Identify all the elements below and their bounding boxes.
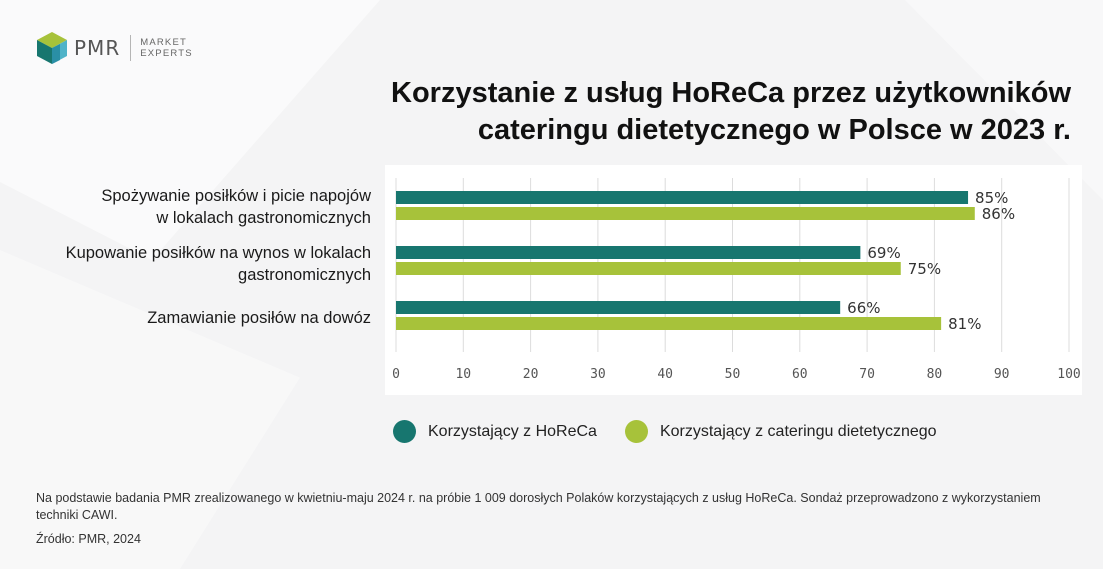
- legend-item-catering: Korzystający z cateringu dietetycznego: [624, 420, 937, 443]
- source-note: Źródło: PMR, 2024: [36, 532, 141, 546]
- bar-catering: [396, 262, 901, 275]
- x-tick-label: 50: [725, 367, 741, 382]
- category-label-line: gastronomicznych: [238, 266, 371, 284]
- category-label: Spożywanie posiłków i picie napojów w lok…: [1, 185, 371, 229]
- logo-divider: [130, 35, 132, 61]
- logo-wordmark: PMR: [74, 36, 121, 60]
- legend-label-catering: Korzystający z cateringu dietetycznego: [659, 422, 937, 440]
- logo-tagline-line2: EXPERTS: [140, 48, 193, 59]
- x-tick-label: 90: [994, 367, 1010, 382]
- category-label: Zamawianie posiłów na dowóz: [1, 307, 371, 329]
- category-label-line: w lokalach gastronomicznych: [156, 209, 371, 227]
- x-tick-label: 20: [523, 367, 539, 382]
- methodology-note: Na podstawie badania PMR zrealizowanego …: [36, 491, 1041, 522]
- bar-catering: [396, 207, 975, 220]
- bar-horeca: [396, 301, 841, 314]
- legend-label-horeca: Korzystający z HoReCa: [428, 422, 597, 440]
- x-tick-label: 10: [455, 367, 471, 382]
- legend: Korzystający z HoReCa Korzystający z cat…: [393, 420, 965, 443]
- bar-catering: [396, 317, 942, 330]
- data-label-horeca: 85%: [975, 189, 1008, 207]
- legend-swatch-horeca: [393, 420, 416, 443]
- x-tick-label: 100: [1057, 367, 1080, 382]
- data-label-horeca: 69%: [867, 244, 900, 262]
- logo-tagline: MARKET EXPERTS: [140, 37, 193, 59]
- x-tick-label: 60: [792, 367, 808, 382]
- pmr-logo: PMR MARKET EXPERTS: [36, 31, 193, 65]
- x-tick-label: 0: [392, 367, 400, 382]
- data-label-catering: 75%: [908, 260, 941, 278]
- category-label-line: Zamawianie posiłów na dowóz: [147, 309, 371, 327]
- x-tick-label: 40: [657, 367, 673, 382]
- chart-title-line1: Korzystanie z usług HoReCa przez użytkow…: [391, 77, 1071, 109]
- logo-tagline-line1: MARKET: [140, 37, 188, 48]
- data-label-horeca: 66%: [847, 299, 880, 317]
- category-label: Kupowanie posiłków na wynos w lokalach ga…: [1, 242, 371, 286]
- data-label-catering: 81%: [948, 315, 981, 333]
- bar-horeca: [396, 246, 861, 259]
- x-tick-label: 80: [927, 367, 943, 382]
- category-label-line: Spożywanie posiłków i picie napojów: [101, 187, 371, 205]
- chart-title-line2: cateringu dietetycznego w Polsce w 2023 …: [477, 114, 1071, 146]
- x-tick-label: 30: [590, 367, 606, 382]
- chart-title: Korzystanie z usług HoReCa przez użytkow…: [311, 75, 1071, 149]
- data-label-catering: 86%: [982, 205, 1015, 223]
- category-label-line: Kupowanie posiłków na wynos w lokalach: [65, 244, 371, 262]
- legend-swatch-catering: [624, 420, 648, 443]
- legend-item-horeca: Korzystający z HoReCa: [393, 420, 597, 443]
- x-tick-label: 70: [859, 367, 875, 382]
- pmr-logo-icon: [37, 32, 67, 64]
- bar-horeca: [396, 191, 969, 204]
